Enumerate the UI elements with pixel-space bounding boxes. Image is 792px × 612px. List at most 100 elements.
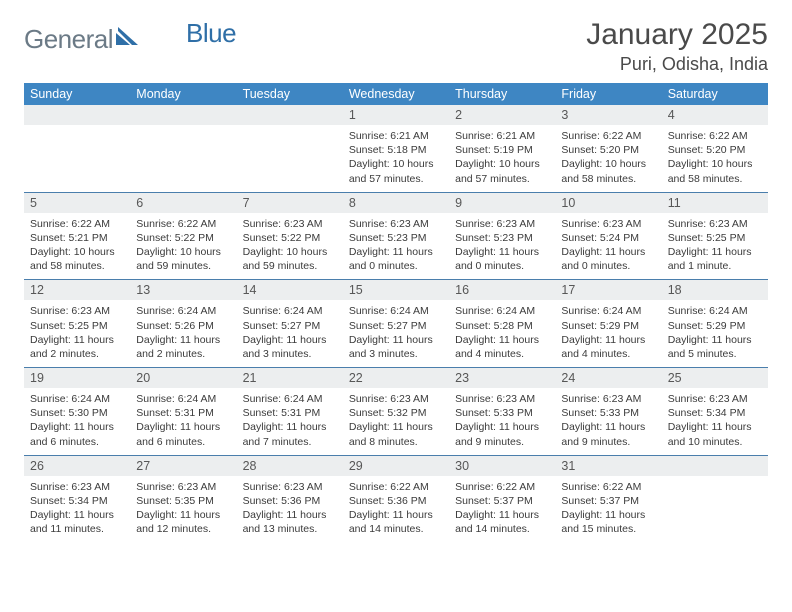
- sunset-line: Sunset: 5:37 PM: [561, 495, 639, 507]
- day-body: [24, 125, 130, 189]
- sunrise-line: Sunrise: 6:22 AM: [136, 218, 216, 230]
- daylight-line: Daylight: 11 hours and 14 minutes.: [349, 509, 433, 535]
- sunrise-line: Sunrise: 6:23 AM: [243, 218, 323, 230]
- day-body: Sunrise: 6:23 AMSunset: 5:33 PMDaylight:…: [555, 388, 661, 455]
- calendar-cell: 22Sunrise: 6:23 AMSunset: 5:32 PMDayligh…: [343, 368, 449, 456]
- sunrise-line: Sunrise: 6:24 AM: [136, 305, 216, 317]
- day-body: Sunrise: 6:23 AMSunset: 5:34 PMDaylight:…: [662, 388, 768, 455]
- day-body: Sunrise: 6:22 AMSunset: 5:22 PMDaylight:…: [130, 213, 236, 280]
- day-number: 28: [237, 456, 343, 476]
- sunrise-line: Sunrise: 6:23 AM: [243, 481, 323, 493]
- day-number: 20: [130, 368, 236, 388]
- daylight-line: Daylight: 10 hours and 58 minutes.: [30, 246, 115, 272]
- logo: General Blue: [24, 24, 192, 55]
- day-body: Sunrise: 6:22 AMSunset: 5:20 PMDaylight:…: [555, 125, 661, 192]
- location: Puri, Odisha, India: [586, 54, 768, 75]
- day-number: 18: [662, 280, 768, 300]
- daylight-line: Daylight: 10 hours and 58 minutes.: [561, 158, 646, 184]
- daylight-line: Daylight: 11 hours and 0 minutes.: [349, 246, 433, 272]
- day-body: Sunrise: 6:23 AMSunset: 5:34 PMDaylight:…: [24, 476, 130, 543]
- sunset-line: Sunset: 5:30 PM: [30, 407, 108, 419]
- day-number: 24: [555, 368, 661, 388]
- weekday-header: Tuesday: [237, 83, 343, 105]
- day-body: [662, 476, 768, 540]
- sunrise-line: Sunrise: 6:24 AM: [243, 393, 323, 405]
- sunset-line: Sunset: 5:35 PM: [136, 495, 214, 507]
- calendar-week-row: 1Sunrise: 6:21 AMSunset: 5:18 PMDaylight…: [24, 105, 768, 192]
- calendar-cell: 27Sunrise: 6:23 AMSunset: 5:35 PMDayligh…: [130, 455, 236, 542]
- daylight-line: Daylight: 11 hours and 3 minutes.: [349, 334, 433, 360]
- calendar-cell: 30Sunrise: 6:22 AMSunset: 5:37 PMDayligh…: [449, 455, 555, 542]
- weekday-header: Friday: [555, 83, 661, 105]
- title-block: January 2025 Puri, Odisha, India: [586, 18, 768, 75]
- calendar-cell: 21Sunrise: 6:24 AMSunset: 5:31 PMDayligh…: [237, 368, 343, 456]
- daylight-line: Daylight: 10 hours and 57 minutes.: [455, 158, 540, 184]
- calendar-cell: [237, 105, 343, 192]
- day-body: Sunrise: 6:21 AMSunset: 5:19 PMDaylight:…: [449, 125, 555, 192]
- sunset-line: Sunset: 5:25 PM: [30, 320, 108, 332]
- sunrise-line: Sunrise: 6:23 AM: [668, 218, 748, 230]
- day-number: 26: [24, 456, 130, 476]
- day-body: Sunrise: 6:23 AMSunset: 5:25 PMDaylight:…: [24, 300, 130, 367]
- sunset-line: Sunset: 5:21 PM: [30, 232, 108, 244]
- sunrise-line: Sunrise: 6:24 AM: [561, 305, 641, 317]
- calendar-cell: 20Sunrise: 6:24 AMSunset: 5:31 PMDayligh…: [130, 368, 236, 456]
- weekday-header: Monday: [130, 83, 236, 105]
- daylight-line: Daylight: 11 hours and 6 minutes.: [30, 421, 114, 447]
- sunset-line: Sunset: 5:29 PM: [668, 320, 746, 332]
- day-number: 1: [343, 105, 449, 125]
- calendar-cell: 29Sunrise: 6:22 AMSunset: 5:36 PMDayligh…: [343, 455, 449, 542]
- logo-triangle-icon: [116, 27, 138, 45]
- day-body: Sunrise: 6:22 AMSunset: 5:21 PMDaylight:…: [24, 213, 130, 280]
- day-number: 2: [449, 105, 555, 125]
- sunset-line: Sunset: 5:23 PM: [455, 232, 533, 244]
- sunset-line: Sunset: 5:22 PM: [136, 232, 214, 244]
- sunset-line: Sunset: 5:33 PM: [455, 407, 533, 419]
- calendar-week-row: 26Sunrise: 6:23 AMSunset: 5:34 PMDayligh…: [24, 455, 768, 542]
- calendar-cell: [130, 105, 236, 192]
- logo-text-b: Blue: [186, 18, 236, 49]
- daylight-line: Daylight: 10 hours and 58 minutes.: [668, 158, 753, 184]
- month-title: January 2025: [586, 18, 768, 52]
- calendar-cell: [662, 455, 768, 542]
- weekday-header-row: SundayMondayTuesdayWednesdayThursdayFrid…: [24, 83, 768, 105]
- day-number: 8: [343, 193, 449, 213]
- day-body: Sunrise: 6:24 AMSunset: 5:31 PMDaylight:…: [237, 388, 343, 455]
- sunset-line: Sunset: 5:27 PM: [243, 320, 321, 332]
- calendar-cell: 12Sunrise: 6:23 AMSunset: 5:25 PMDayligh…: [24, 280, 130, 368]
- day-number: [130, 105, 236, 125]
- sunrise-line: Sunrise: 6:24 AM: [136, 393, 216, 405]
- day-number: 15: [343, 280, 449, 300]
- sunset-line: Sunset: 5:37 PM: [455, 495, 533, 507]
- calendar-cell: 8Sunrise: 6:23 AMSunset: 5:23 PMDaylight…: [343, 192, 449, 280]
- sunrise-line: Sunrise: 6:23 AM: [136, 481, 216, 493]
- day-number: 17: [555, 280, 661, 300]
- day-body: Sunrise: 6:23 AMSunset: 5:32 PMDaylight:…: [343, 388, 449, 455]
- sunrise-line: Sunrise: 6:22 AM: [561, 481, 641, 493]
- daylight-line: Daylight: 11 hours and 11 minutes.: [30, 509, 114, 535]
- day-number: 5: [24, 193, 130, 213]
- logo-text-a: General: [24, 24, 113, 55]
- calendar-cell: 14Sunrise: 6:24 AMSunset: 5:27 PMDayligh…: [237, 280, 343, 368]
- calendar-cell: 13Sunrise: 6:24 AMSunset: 5:26 PMDayligh…: [130, 280, 236, 368]
- day-body: Sunrise: 6:24 AMSunset: 5:29 PMDaylight:…: [662, 300, 768, 367]
- sunrise-line: Sunrise: 6:23 AM: [668, 393, 748, 405]
- calendar-cell: 18Sunrise: 6:24 AMSunset: 5:29 PMDayligh…: [662, 280, 768, 368]
- sunrise-line: Sunrise: 6:22 AM: [561, 130, 641, 142]
- day-number: 31: [555, 456, 661, 476]
- day-body: Sunrise: 6:24 AMSunset: 5:28 PMDaylight:…: [449, 300, 555, 367]
- sunrise-line: Sunrise: 6:23 AM: [30, 481, 110, 493]
- sunrise-line: Sunrise: 6:23 AM: [349, 393, 429, 405]
- sunset-line: Sunset: 5:23 PM: [349, 232, 427, 244]
- calendar-cell: 3Sunrise: 6:22 AMSunset: 5:20 PMDaylight…: [555, 105, 661, 192]
- day-number: 29: [343, 456, 449, 476]
- calendar-cell: 9Sunrise: 6:23 AMSunset: 5:23 PMDaylight…: [449, 192, 555, 280]
- calendar-cell: 15Sunrise: 6:24 AMSunset: 5:27 PMDayligh…: [343, 280, 449, 368]
- sunrise-line: Sunrise: 6:23 AM: [561, 218, 641, 230]
- day-body: Sunrise: 6:23 AMSunset: 5:23 PMDaylight:…: [449, 213, 555, 280]
- sunset-line: Sunset: 5:32 PM: [349, 407, 427, 419]
- sunrise-line: Sunrise: 6:23 AM: [455, 393, 535, 405]
- sunset-line: Sunset: 5:28 PM: [455, 320, 533, 332]
- daylight-line: Daylight: 11 hours and 4 minutes.: [455, 334, 539, 360]
- day-number: 13: [130, 280, 236, 300]
